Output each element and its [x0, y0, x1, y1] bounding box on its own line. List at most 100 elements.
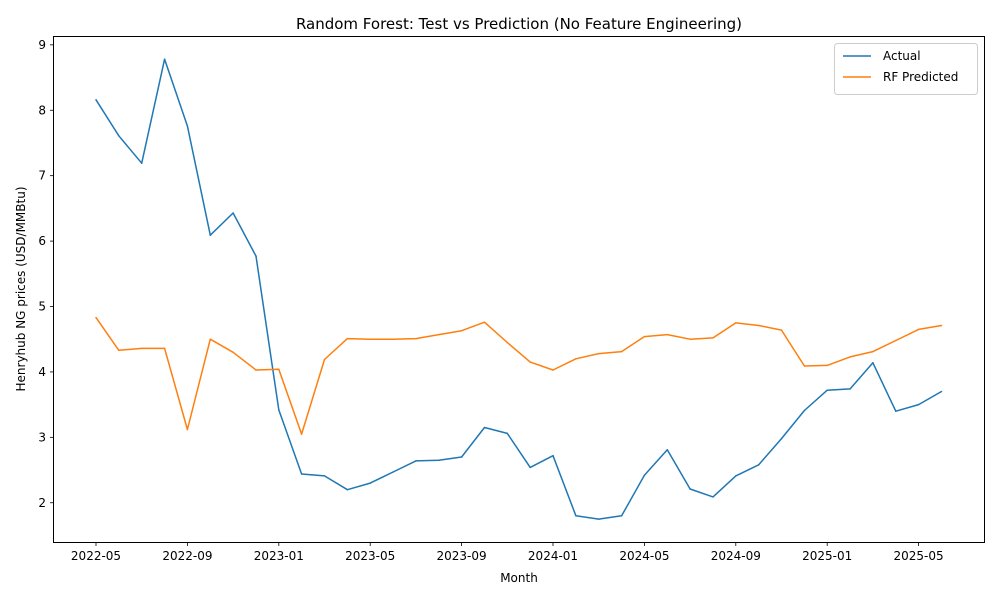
x-axis: 2022-05 2022-09 2023-01 2023-05 2023-09 2024-… — [71, 542, 944, 563]
data-point — [757, 324, 760, 327]
data-point — [529, 361, 531, 363]
data-point — [163, 58, 166, 60]
data-point — [95, 99, 97, 101]
data-point — [643, 474, 646, 477]
data-point — [597, 518, 600, 520]
y-tick-label: 5 — [38, 300, 46, 314]
data-point — [118, 135, 120, 137]
y-tick-label: 6 — [38, 234, 46, 248]
data-point — [849, 388, 851, 390]
data-point — [415, 337, 417, 340]
data-point — [757, 464, 760, 466]
legend-label: Actual — [883, 49, 921, 63]
data-point — [278, 409, 280, 411]
data-point — [780, 329, 783, 331]
data-point — [118, 349, 120, 352]
data-point — [735, 322, 737, 324]
data-point — [323, 475, 326, 477]
data-point — [460, 329, 463, 332]
data-point — [209, 338, 212, 340]
x-tick-label: 2025-05 — [894, 549, 944, 563]
data-point — [872, 362, 874, 364]
x-tick-label: 2025-01 — [802, 549, 852, 563]
data-point — [803, 365, 806, 367]
x-tick-label: 2022-09 — [162, 549, 212, 563]
y-axis: 2 3 4 5 6 7 8 9 — [38, 38, 54, 510]
y-tick-label: 3 — [38, 430, 46, 444]
data-point — [369, 482, 371, 484]
y-tick-label: 2 — [38, 496, 46, 510]
data-point — [506, 341, 509, 344]
legend-label: RF Predicted — [883, 70, 958, 84]
data-point — [597, 352, 600, 355]
y-tick-label: 9 — [38, 38, 46, 52]
data-point — [232, 212, 234, 214]
data-point — [940, 390, 943, 393]
data-point — [689, 488, 691, 490]
data-point — [552, 454, 554, 457]
data-point — [917, 328, 920, 331]
data-point — [803, 409, 806, 412]
data-point — [735, 475, 737, 477]
data-point — [620, 350, 623, 353]
data-point — [186, 125, 189, 127]
data-point — [712, 496, 714, 498]
data-point — [826, 364, 828, 367]
data-point — [917, 403, 920, 406]
data-point — [369, 338, 371, 340]
data-point — [163, 347, 166, 350]
x-axis-title: Month — [500, 571, 538, 585]
data-point — [895, 410, 897, 412]
data-point — [438, 333, 440, 336]
data-point — [140, 347, 143, 350]
data-point — [209, 234, 212, 236]
data-point — [826, 389, 828, 391]
y-tick-label: 8 — [38, 103, 46, 117]
data-point — [255, 369, 257, 371]
data-point — [529, 466, 531, 469]
data-point — [438, 459, 440, 461]
data-point — [940, 324, 943, 327]
data-point — [346, 488, 349, 491]
data-point — [460, 456, 463, 458]
data-point — [300, 473, 303, 475]
data-point — [552, 369, 554, 371]
data-point — [895, 339, 897, 342]
data-point — [346, 337, 349, 340]
data-point — [666, 449, 669, 451]
data-point — [872, 350, 874, 353]
data-point — [575, 358, 577, 360]
data-point — [620, 515, 623, 517]
x-tick-label: 2024-09 — [711, 549, 761, 563]
data-point — [186, 428, 189, 431]
series-layer — [95, 58, 943, 520]
data-point — [392, 471, 394, 473]
data-point — [278, 368, 280, 371]
series-line-1 — [95, 58, 942, 520]
data-point — [415, 460, 417, 462]
x-tick-label: 2023-01 — [254, 549, 304, 563]
data-point — [323, 358, 326, 361]
data-point — [483, 321, 486, 323]
y-axis-title: Henryhub NG prices (USD/MMBtu) — [14, 186, 28, 391]
data-point — [232, 351, 234, 354]
data-point — [849, 356, 851, 358]
data-point — [300, 433, 303, 435]
x-tick-label: 2023-09 — [437, 549, 487, 563]
x-tick-label: 2022-05 — [71, 549, 121, 563]
data-point — [95, 316, 97, 319]
y-tick-label: 4 — [38, 365, 46, 379]
data-point — [506, 432, 509, 435]
y-tick-label: 7 — [38, 169, 46, 183]
data-point — [575, 515, 577, 517]
data-point — [140, 162, 143, 164]
plot-frame — [53, 36, 985, 543]
data-point — [392, 338, 394, 340]
data-point — [666, 333, 669, 336]
data-point — [255, 255, 257, 257]
chart-title: Random Forest: Test vs Prediction (No Fe… — [296, 15, 742, 33]
data-point — [643, 335, 646, 338]
data-point — [780, 437, 783, 440]
